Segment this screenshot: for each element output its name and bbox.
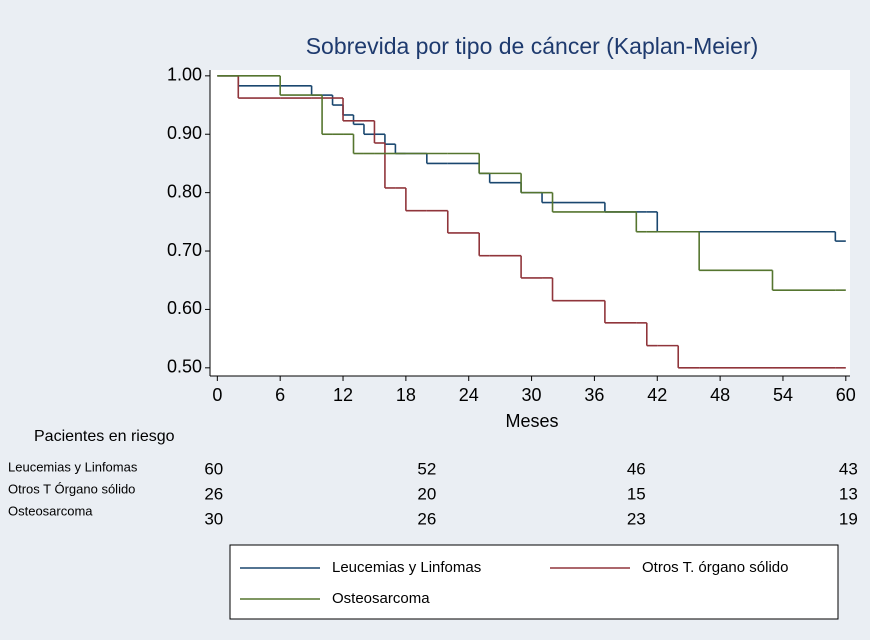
x-tick-label: 42 xyxy=(647,385,667,405)
y-tick-label: 1.00 xyxy=(167,65,202,85)
risk-row-label: Otros T Órgano sólido xyxy=(8,481,135,496)
x-tick-label: 30 xyxy=(522,385,542,405)
y-tick-label: 0.50 xyxy=(167,357,202,377)
risk-value: 43 xyxy=(839,459,858,478)
y-tick-label: 0.60 xyxy=(167,298,202,318)
y-tick-label: 0.70 xyxy=(167,240,202,260)
x-tick-label: 0 xyxy=(212,385,222,405)
risk-value: 20 xyxy=(417,484,436,503)
risk-value: 19 xyxy=(839,509,858,528)
risk-value: 26 xyxy=(417,509,436,528)
risk-value: 46 xyxy=(627,459,646,478)
risk-value: 23 xyxy=(627,509,646,528)
x-tick-label: 12 xyxy=(333,385,353,405)
legend-label: Leucemias y Linfomas xyxy=(332,559,481,576)
risk-value: 13 xyxy=(839,484,858,503)
legend-label: Otros T. órgano sólido xyxy=(642,559,788,576)
risk-row-label: Osteosarcoma xyxy=(8,503,93,518)
chart-title: Sobrevida por tipo de cáncer (Kaplan-Mei… xyxy=(306,33,759,59)
x-tick-label: 48 xyxy=(710,385,730,405)
risk-value: 26 xyxy=(204,484,223,503)
y-tick-label: 0.90 xyxy=(167,123,202,143)
risk-value: 30 xyxy=(204,509,223,528)
legend-box xyxy=(229,544,839,620)
plot-area xyxy=(210,70,850,376)
risk-value: 60 xyxy=(204,459,223,478)
x-axis-label: Meses xyxy=(505,411,558,431)
x-tick-label: 60 xyxy=(836,385,856,405)
risk-value: 52 xyxy=(417,459,436,478)
y-tick-label: 0.80 xyxy=(167,181,202,201)
risk-title: Pacientes en riesgo xyxy=(34,428,175,445)
x-tick-label: 54 xyxy=(773,385,793,405)
x-tick-label: 6 xyxy=(275,385,285,405)
risk-row-label: Leucemias y Linfomas xyxy=(8,459,138,474)
x-tick-label: 18 xyxy=(396,385,416,405)
risk-value: 15 xyxy=(627,484,646,503)
legend-label: Osteosarcoma xyxy=(332,590,430,607)
x-tick-label: 36 xyxy=(584,385,604,405)
x-tick-label: 24 xyxy=(459,385,479,405)
